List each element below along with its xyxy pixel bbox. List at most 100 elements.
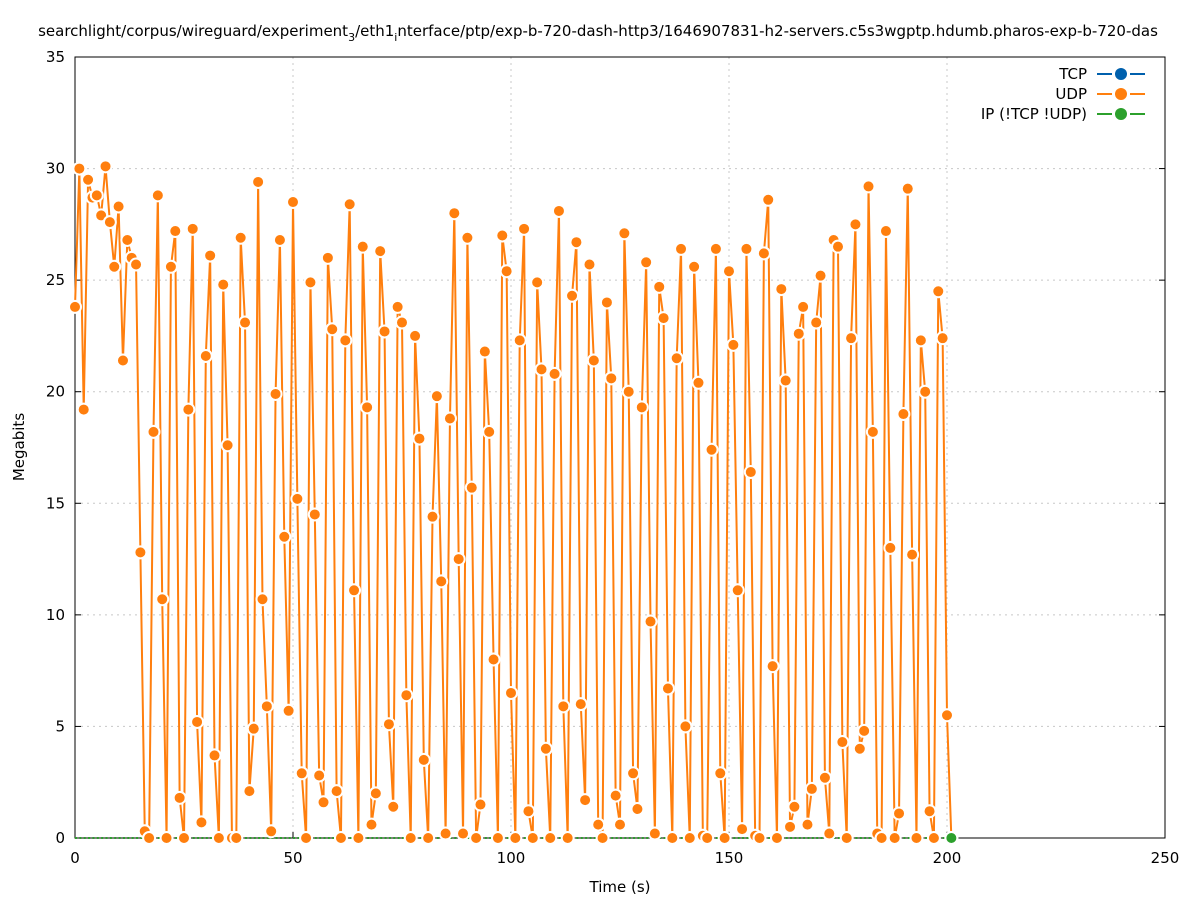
- y-tick-label: 30: [46, 160, 65, 178]
- udp-data-point: [172, 790, 187, 805]
- udp-data-point: [586, 353, 601, 368]
- udp-data-point: [796, 299, 811, 314]
- udp-data-point: [887, 831, 902, 845]
- udp-data-point: [556, 699, 571, 714]
- udp-data-point: [704, 442, 719, 457]
- udp-data-point: [451, 552, 466, 567]
- udp-data-point: [765, 659, 780, 674]
- y-tick-label: 0: [55, 829, 65, 847]
- udp-data-point: [456, 826, 471, 841]
- udp-data-point: [787, 799, 802, 814]
- udp-data-point: [735, 822, 750, 837]
- udp-data-point: [368, 786, 383, 801]
- udp-data-point: [377, 324, 392, 339]
- udp-data-point: [482, 424, 497, 439]
- udp-data-point: [333, 831, 348, 845]
- udp-data-point: [521, 804, 536, 819]
- udp-data-point: [477, 344, 492, 359]
- x-tick-label: 0: [70, 849, 80, 867]
- udp-data-point: [142, 831, 157, 845]
- udp-data-point: [857, 723, 872, 738]
- udp-data-point: [72, 161, 87, 176]
- title-subscript-2: i: [394, 31, 397, 44]
- udp-data-point: [421, 831, 436, 845]
- title-mid: /eth1: [355, 22, 394, 40]
- udp-data-point: [722, 264, 736, 279]
- udp-data-point: [774, 282, 789, 297]
- udp-data-point: [691, 375, 706, 390]
- udp-data-point: [669, 351, 684, 366]
- udp-data-point: [469, 831, 484, 845]
- udp-data-point: [543, 831, 558, 845]
- udp-data-point: [238, 315, 253, 330]
- udp-data-point: [848, 217, 863, 232]
- udp-data-point: [512, 333, 527, 348]
- y-tick-label: 35: [46, 48, 65, 66]
- legend-marker: [1115, 108, 1127, 120]
- udp-data-point: [508, 831, 523, 845]
- udp-data-point: [272, 232, 287, 247]
- udp-data-point: [896, 407, 911, 422]
- udp-data-point: [68, 299, 82, 314]
- udp-data-point: [595, 831, 610, 845]
- legend-label: TCP: [1058, 65, 1087, 83]
- udp-data-point: [861, 179, 876, 194]
- udp-data-point: [578, 793, 593, 808]
- udp-data-point: [102, 215, 117, 230]
- udp-data-point: [626, 766, 641, 781]
- udp-data-point: [730, 583, 745, 598]
- udp-data-point: [76, 402, 91, 417]
- udp-data-point: [338, 333, 353, 348]
- legend-label: IP (!TCP !UDP): [981, 105, 1087, 123]
- udp-data-point: [146, 424, 161, 439]
- udp-data-point: [233, 230, 248, 245]
- udp-data-point: [438, 826, 453, 841]
- udp-data-point: [817, 770, 832, 785]
- udp-data-point: [617, 226, 632, 241]
- udp-data-point: [107, 259, 122, 274]
- udp-data-point: [190, 714, 205, 729]
- udp-data-point: [281, 703, 296, 718]
- udp-data-point: [129, 257, 144, 272]
- udp-data-point: [608, 788, 623, 803]
- udp-data-point: [674, 241, 689, 256]
- udp-data-point: [940, 708, 954, 723]
- y-tick-label: 15: [46, 494, 65, 512]
- udp-data-point: [621, 384, 636, 399]
- udp-data-point: [700, 831, 715, 845]
- udp-data-point: [783, 819, 798, 834]
- udp-data-point: [381, 717, 396, 732]
- udp-data-point: [743, 465, 758, 480]
- udp-data-point: [211, 831, 226, 845]
- udp-data-point: [133, 545, 148, 560]
- title-main: searchlight/corpus/wireguard/experiment: [38, 22, 348, 40]
- udp-data-point: [525, 831, 540, 845]
- udp-data-point: [329, 784, 344, 799]
- udp-data-point: [717, 831, 732, 845]
- udp-data-point: [194, 815, 209, 830]
- udp-data-point: [708, 241, 723, 256]
- title-rest: nterface/ptp/exp-b-720-dash-http3/164690…: [397, 22, 1158, 40]
- udp-data-point: [504, 685, 518, 700]
- udp-data-point: [81, 172, 96, 187]
- udp-data-point: [203, 248, 218, 263]
- udp-data-point: [926, 831, 941, 845]
- udp-data-point: [351, 831, 366, 845]
- udp-data-point: [89, 188, 104, 203]
- udp-data-point: [294, 766, 309, 781]
- udp-series-line: [74, 165, 953, 839]
- udp-data-point: [547, 366, 562, 381]
- udp-data-point: [115, 353, 130, 368]
- udp-data-point: [639, 255, 654, 270]
- udp-data-point: [739, 241, 754, 256]
- udp-data-point: [111, 199, 126, 214]
- udp-data-point: [634, 400, 649, 415]
- udp-data-point: [286, 195, 300, 210]
- udp-data-point: [778, 373, 793, 388]
- udp-data-point: [434, 574, 449, 589]
- udp-data-point: [839, 831, 854, 845]
- legend-label: UDP: [1055, 85, 1087, 103]
- udp-data-point: [464, 480, 479, 495]
- udp-data-point: [756, 246, 771, 261]
- udp-data-point: [246, 721, 261, 736]
